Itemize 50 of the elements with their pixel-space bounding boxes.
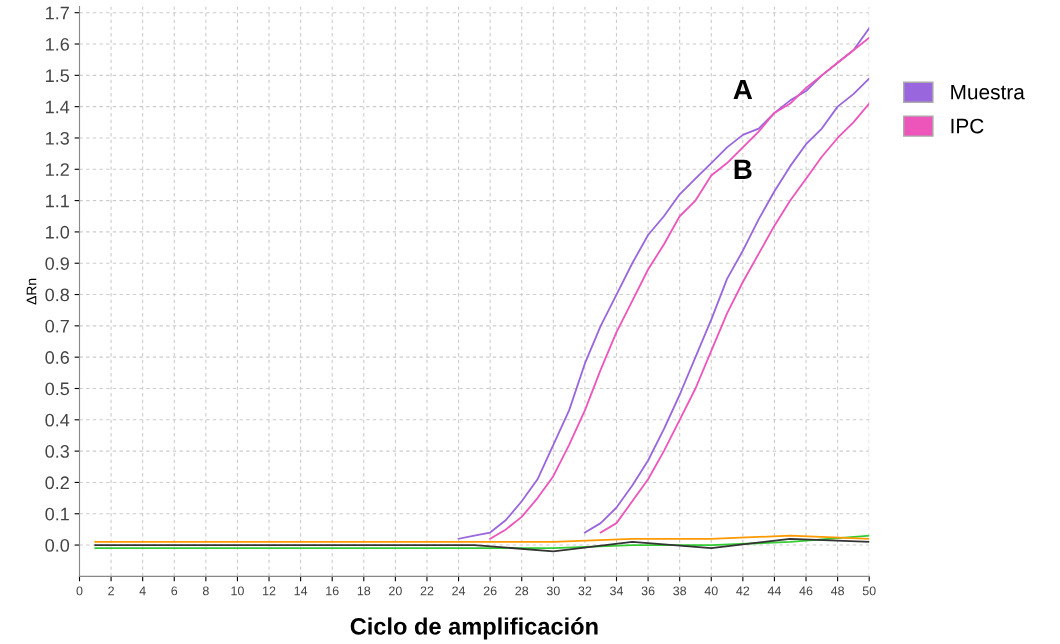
y-tick-label: 1.0 (46, 225, 70, 239)
y-axis-title: ΔRn (26, 278, 37, 305)
x-tick-label: 22 (420, 586, 434, 596)
y-tick-label: 0.9 (45, 257, 69, 270)
x-tick-label: 16 (326, 586, 339, 596)
y-tick-label: 0.4 (45, 413, 70, 427)
x-tick-label: 30 (546, 586, 560, 596)
x-tick-label: 36 (641, 586, 655, 596)
x-tick-label: 2 (108, 586, 114, 596)
x-tick-label: 6 (171, 586, 178, 596)
x-tick-label: 40 (704, 586, 718, 596)
y-tick-label: 0.2 (45, 476, 69, 490)
y-tick-label: 0.1 (45, 507, 69, 521)
y-tick-label: 1.3 (46, 131, 69, 145)
x-tick-label: 14 (294, 586, 308, 596)
annotation: B (734, 159, 752, 179)
y-tick-label: 0.0 (45, 539, 70, 552)
x-tick-label: 8 (202, 586, 209, 596)
x-tick-label: 26 (483, 586, 497, 596)
x-tick-label: 20 (389, 586, 402, 596)
x-tick-label: 10 (231, 586, 244, 596)
y-tick-label: 1.2 (46, 163, 69, 176)
annotation: A (733, 80, 753, 100)
y-tick-label: 1.7 (46, 6, 69, 20)
x-axis-title: Ciclo de amplificación (350, 617, 598, 640)
y-tick-label: 1.4 (46, 100, 70, 114)
x-tick-label: 0 (76, 586, 83, 596)
y-tick-label: 0.5 (45, 382, 70, 396)
y-tick-label: 0.6 (45, 351, 69, 364)
x-tick-label: 34 (610, 586, 624, 596)
x-tick-label: 28 (515, 586, 529, 596)
y-tick-label: 1.5 (46, 69, 70, 83)
y-tick-label: 1.6 (46, 37, 69, 51)
x-tick-label: 46 (799, 586, 813, 596)
x-tick-label: 12 (263, 586, 276, 596)
legend-label: Muestra (951, 84, 1025, 100)
x-tick-label: 50 (862, 586, 876, 596)
y-tick-label: 0.3 (45, 445, 69, 458)
legend-label: IPC (951, 118, 984, 134)
x-tick-label: 42 (736, 586, 750, 596)
x-tick-label: 38 (673, 586, 687, 596)
y-tick-label: 0.8 (45, 288, 69, 302)
x-tick-label: 32 (578, 586, 592, 596)
y-tick-label: 0.7 (45, 319, 69, 333)
x-tick-label: 18 (357, 586, 371, 596)
x-tick-label: 24 (452, 586, 466, 596)
x-tick-label: 4 (139, 586, 146, 596)
x-tick-label: 48 (830, 586, 845, 596)
y-tick-label: 1.1 (46, 194, 69, 208)
x-tick-label: 44 (767, 586, 782, 596)
